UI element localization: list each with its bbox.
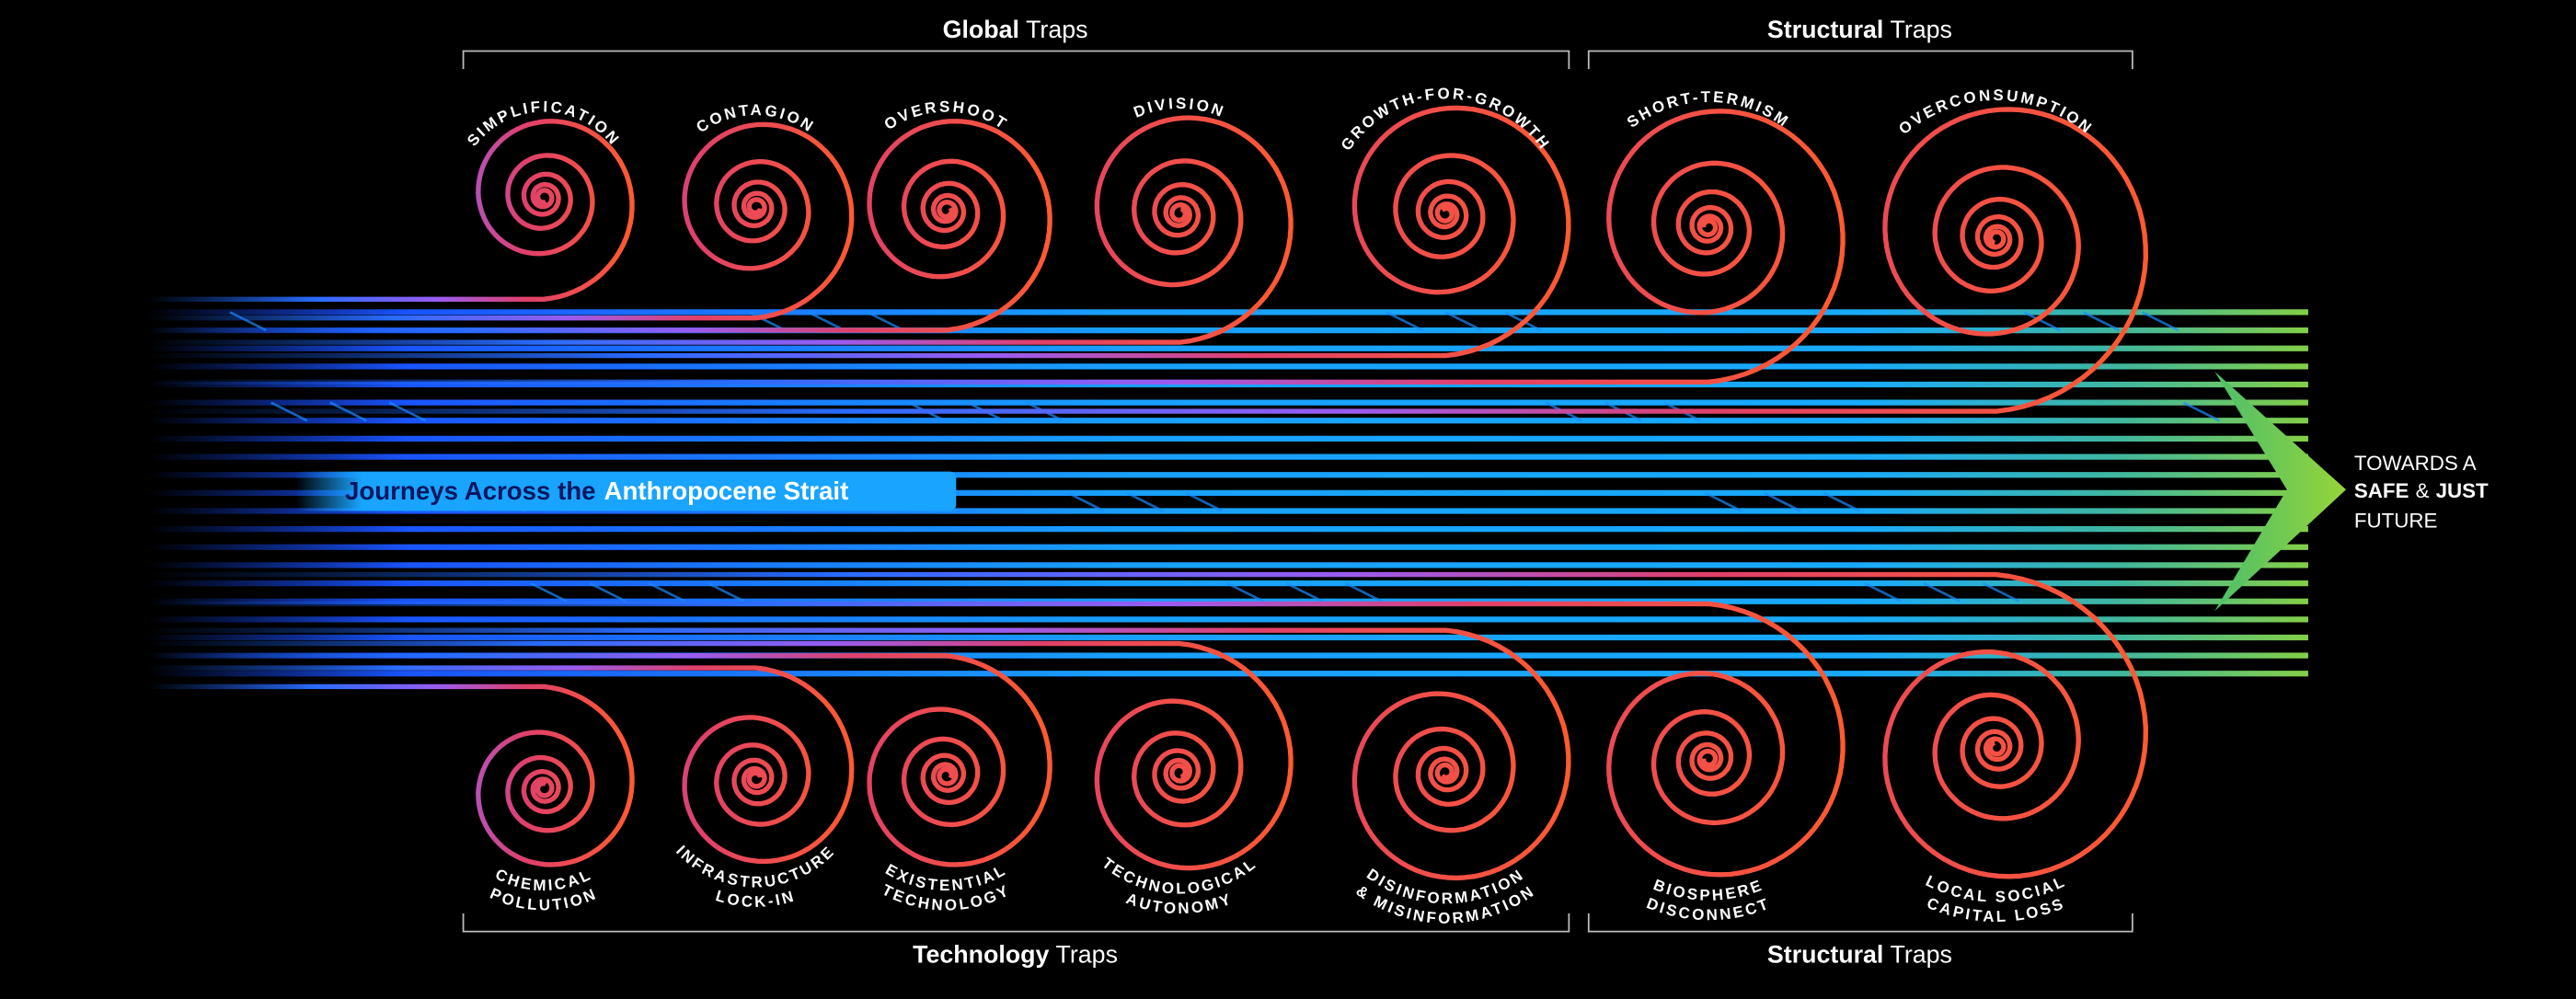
spiral bbox=[147, 627, 1571, 881]
spiral bbox=[147, 119, 635, 302]
stripe-link bbox=[1386, 311, 1424, 332]
trap-label-text: BIOSPHERE bbox=[1651, 876, 1764, 904]
stripe-link bbox=[2182, 401, 2221, 422]
title-pill bbox=[295, 471, 957, 511]
trap-label: TECHNOLOGICAL bbox=[1098, 855, 1260, 898]
stripe-link bbox=[1344, 581, 1383, 603]
bracket bbox=[462, 50, 1570, 70]
destination-line: SAFE & JUST bbox=[2354, 479, 2489, 502]
trap-label-text: TECHNOLOGICAL bbox=[1098, 855, 1258, 898]
spiral bbox=[147, 683, 635, 867]
group-bold: Global bbox=[943, 16, 1019, 43]
destination-line: TOWARDS A bbox=[2354, 452, 2477, 475]
spiral bbox=[147, 665, 855, 865]
label-path bbox=[1851, 800, 2141, 901]
spiral bbox=[147, 119, 1052, 333]
stripe-link bbox=[1704, 491, 1742, 512]
trap-label-text: GROWTH-FOR-GROWTH bbox=[1338, 85, 1551, 154]
spirals bbox=[147, 105, 2148, 881]
spiral bbox=[147, 640, 1294, 871]
group-rest: Traps bbox=[1890, 16, 1951, 43]
group-bold: Structural bbox=[1767, 16, 1883, 43]
stripe-link bbox=[1185, 491, 1224, 512]
group-rest: Traps bbox=[1890, 941, 1951, 969]
bracket bbox=[1587, 913, 2133, 933]
label-path bbox=[1588, 102, 1829, 195]
stripe-link bbox=[1226, 581, 1264, 603]
stripe-link bbox=[1923, 581, 1961, 603]
stripe-link bbox=[867, 311, 904, 332]
stripe-link bbox=[2141, 311, 2179, 332]
label-path bbox=[1863, 100, 2130, 202]
title-dark: Journeys Across the bbox=[345, 477, 596, 505]
stripe-link bbox=[1864, 581, 1902, 603]
stripe-link bbox=[1067, 491, 1105, 512]
label-path bbox=[1304, 824, 1588, 924]
stripe-link bbox=[229, 311, 267, 332]
stripe-link bbox=[2023, 311, 2061, 332]
spiral bbox=[147, 109, 1846, 385]
brackets bbox=[462, 50, 2133, 933]
spiral bbox=[147, 107, 2148, 414]
stripe-link bbox=[748, 311, 787, 332]
spiral bbox=[147, 601, 1846, 878]
trap-label: GROWTH-FOR-GROWTH bbox=[1338, 85, 1554, 154]
stripe-link bbox=[1982, 581, 2020, 603]
stripe-link bbox=[1823, 491, 1861, 512]
destination-bold: JUST bbox=[2436, 479, 2489, 502]
spiral bbox=[147, 121, 855, 321]
stripe-link bbox=[530, 581, 568, 603]
spiral bbox=[147, 571, 2148, 879]
stripe-link bbox=[1285, 581, 1324, 603]
stripe-link bbox=[589, 581, 627, 603]
group-rest: Traps bbox=[1026, 16, 1087, 43]
group-label: Structural Traps bbox=[1767, 16, 1952, 43]
stripe-link bbox=[807, 311, 845, 332]
title-light: Anthropocene Strait bbox=[604, 477, 849, 505]
trap-label-text: INFRASTRUCTURE bbox=[673, 842, 836, 890]
group-label: Technology Traps bbox=[913, 941, 1118, 969]
trap-label: INFRASTRUCTURE bbox=[673, 842, 839, 890]
stripe-link bbox=[1764, 491, 1801, 512]
bracket bbox=[1587, 50, 2133, 70]
spiral bbox=[147, 653, 1052, 867]
stripe-link bbox=[1126, 491, 1164, 512]
title: Journeys Across the Anthropocene Strait bbox=[345, 477, 848, 505]
group-label: Global Traps bbox=[943, 16, 1088, 43]
stripe-link bbox=[2082, 311, 2121, 332]
stripe-link bbox=[707, 581, 745, 603]
group-bold: Technology bbox=[913, 941, 1049, 969]
group-rest: Traps bbox=[1056, 941, 1118, 969]
trap-label: BIOSPHERE bbox=[1651, 876, 1766, 904]
group-bold: Structural bbox=[1767, 941, 1883, 969]
destination-bold: SAFE bbox=[2354, 479, 2409, 502]
trap-label: CHEMICAL bbox=[492, 866, 594, 895]
arrow-head bbox=[2214, 371, 2346, 612]
destination-line: FUTURE bbox=[2354, 509, 2437, 532]
spiral bbox=[147, 105, 1571, 359]
bracket bbox=[462, 913, 1570, 933]
destination-amp: & bbox=[2416, 479, 2430, 502]
stripe-link bbox=[1444, 311, 1483, 332]
group-label: Structural Traps bbox=[1767, 941, 1952, 969]
trap-label-text: CHEMICAL bbox=[492, 866, 592, 895]
stripe-link bbox=[648, 581, 686, 603]
spiral bbox=[147, 115, 1294, 345]
